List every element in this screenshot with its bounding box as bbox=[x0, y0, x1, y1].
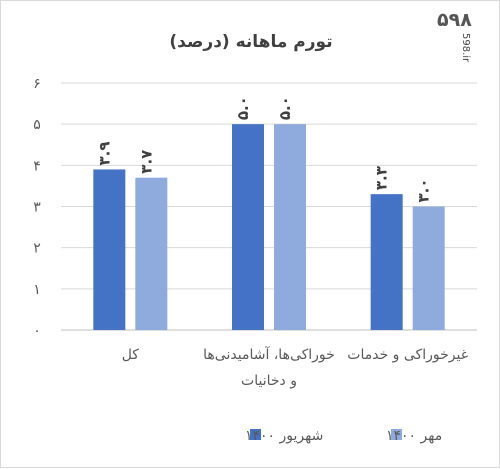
legend-swatch bbox=[250, 429, 261, 440]
bar-shahrivar-3 bbox=[370, 194, 403, 330]
data-label: ۵.۰ bbox=[276, 96, 294, 120]
data-label: ۳.۳ bbox=[373, 166, 391, 190]
data-label: ۳.۰ bbox=[415, 178, 433, 202]
x-category-label: کل bbox=[122, 347, 140, 363]
x-category-label: خوراکی‌ها، آشامیدنی‌ها bbox=[203, 346, 335, 363]
legend-label: شهریور ۱۴۰۰ bbox=[245, 428, 323, 444]
data-label: ۵.۰ bbox=[234, 96, 252, 120]
bar-shahrivar-1 bbox=[93, 169, 126, 330]
data-label: ۳.۷ bbox=[137, 150, 155, 174]
y-tick-label: ۲ bbox=[33, 241, 41, 257]
x-category-label: و دخانیات bbox=[241, 373, 297, 389]
bar-mehr-2 bbox=[274, 124, 306, 331]
y-tick-label: ۴ bbox=[33, 158, 41, 174]
legend-swatch bbox=[391, 429, 402, 440]
x-category-label: غیرخوراکی و خدمات bbox=[347, 347, 468, 363]
data-label: ۳.۹ bbox=[95, 141, 113, 165]
y-tick-label: ۶ bbox=[33, 76, 41, 92]
chart-title: تورم ماهانه (درصد) bbox=[169, 32, 332, 52]
y-tick-label: ۵ bbox=[33, 117, 41, 133]
site-logo: ۵۹۸ bbox=[437, 9, 472, 31]
legend-label: مهر ۱۴۰۰ bbox=[386, 428, 442, 444]
y-tick-label: ۳ bbox=[33, 200, 41, 216]
bar-mehr-3 bbox=[412, 206, 445, 330]
bar-shahrivar-2 bbox=[232, 124, 264, 331]
y-tick-label: ۰ bbox=[33, 323, 41, 339]
y-tick-label: ۱ bbox=[33, 282, 41, 298]
bar-mehr-1 bbox=[135, 177, 168, 330]
